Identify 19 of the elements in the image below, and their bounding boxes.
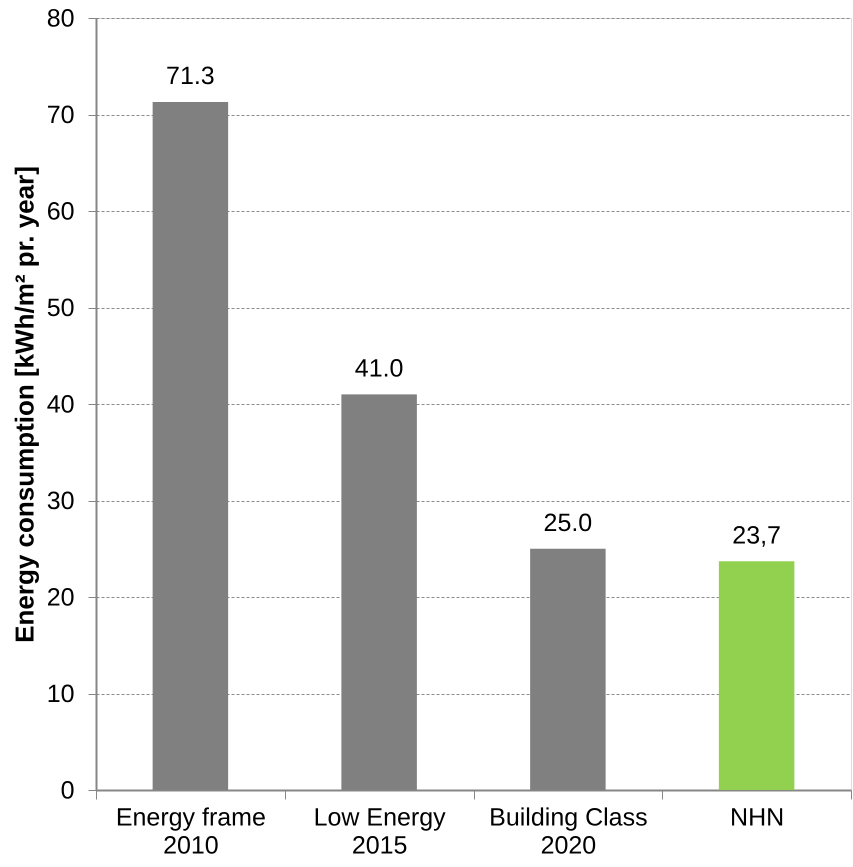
- y-tick-label: 50: [46, 294, 74, 322]
- data-label: 25.0: [544, 508, 592, 537]
- bar: [718, 561, 794, 790]
- x-tick-label: Low Energy 2015: [314, 804, 446, 860]
- y-tick-label: 60: [46, 198, 74, 226]
- y-tick-label: 80: [46, 4, 74, 32]
- y-tick-label: 0: [60, 776, 74, 804]
- x-tick-label: Building Class 2020: [489, 804, 648, 860]
- y-tick-label: 30: [46, 487, 74, 515]
- y-tick-label: 40: [46, 390, 74, 418]
- y-tick-label: 20: [46, 584, 74, 612]
- data-label: 41.0: [354, 354, 404, 382]
- data-label: 23,7: [732, 521, 781, 550]
- x-tick-label: Energy frame 2010: [116, 804, 266, 860]
- y-axis-title: Energy consumption [kWh/m² pr. year]: [10, 166, 40, 643]
- y-tick-label: 70: [46, 101, 74, 129]
- y-tick-label: 10: [46, 680, 74, 708]
- x-tick-label: NHN: [730, 804, 784, 832]
- data-label: 71.3: [166, 62, 215, 90]
